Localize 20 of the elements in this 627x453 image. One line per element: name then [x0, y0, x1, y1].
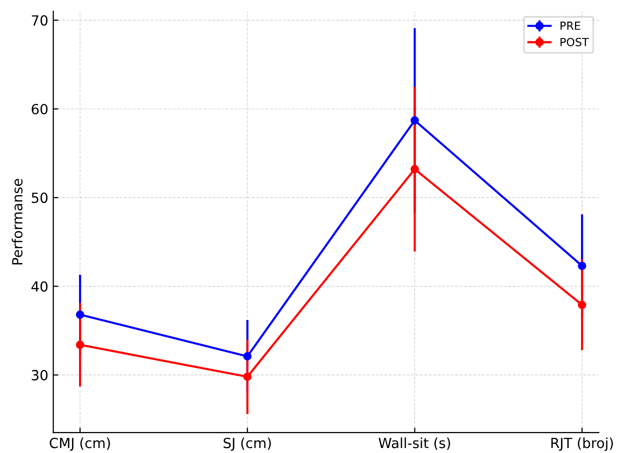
legend-label: PRE [560, 22, 580, 30]
y-tick-label: 50 [32, 192, 48, 204]
point [578, 300, 586, 310]
legend-label: POST [560, 38, 589, 46]
y-tick-label: 70 [32, 15, 48, 26]
y-tick-label: 60 [32, 104, 48, 114]
y-tick-label: 30 [32, 370, 48, 380]
point [243, 352, 252, 361]
point [76, 340, 84, 349]
point [578, 262, 586, 270]
x-tick-label: RJT (broj) [551, 437, 613, 451]
point [410, 165, 419, 174]
y-tick-label: 40 [31, 281, 48, 292]
y-axis-title: Performanse [12, 178, 23, 264]
x-tick-label: SJ (cm) [224, 437, 271, 451]
x-tick-label: Wall-sit (s) [378, 437, 450, 450]
x-tick-label: CMJ (cm) [50, 437, 110, 451]
point [76, 310, 84, 319]
point [243, 372, 252, 381]
point [410, 116, 419, 125]
